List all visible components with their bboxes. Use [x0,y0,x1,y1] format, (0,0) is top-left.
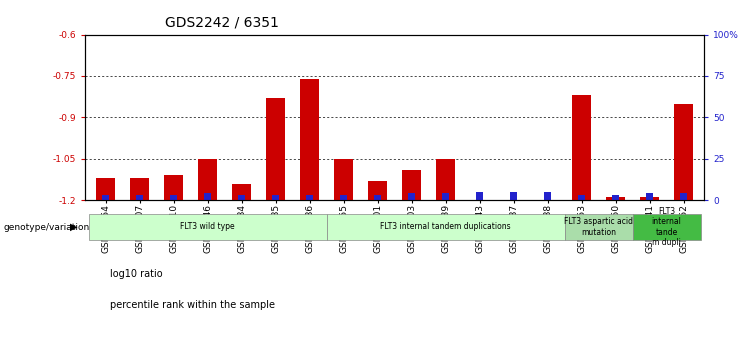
Bar [205,194,211,200]
Text: FLT3 aspartic acid
mutation: FLT3 aspartic acid mutation [564,217,633,237]
Text: ▶: ▶ [70,222,78,232]
Bar [640,197,659,200]
Bar [442,194,449,200]
Bar [572,95,591,200]
Text: FLT3 wild type: FLT3 wild type [180,222,235,231]
Bar [674,104,693,200]
Bar [565,214,633,240]
Text: FLT3 internal tandem duplications: FLT3 internal tandem duplications [380,222,511,231]
Bar [300,79,319,200]
Bar [266,98,285,200]
Bar [334,159,353,200]
Bar [239,195,245,200]
Bar [327,214,565,240]
Bar [136,195,143,200]
Bar [306,195,313,200]
Text: percentile rank within the sample: percentile rank within the sample [110,300,275,309]
Bar [368,181,387,200]
Bar [402,170,421,200]
Bar [511,192,516,200]
Text: log10 ratio: log10 ratio [110,269,162,278]
Text: GDS2242 / 6351: GDS2242 / 6351 [165,16,279,30]
Bar [165,175,183,200]
Bar [374,195,381,200]
Bar [436,159,455,200]
Text: FLT3
internal
tande
m dupli: FLT3 internal tande m dupli [651,207,682,247]
Bar [646,194,653,200]
Bar [89,214,327,240]
Bar [170,195,177,200]
Bar [102,195,109,200]
Bar [476,192,483,200]
Bar [232,184,251,200]
Bar [130,178,149,200]
Bar [633,214,700,240]
Bar [199,159,217,200]
Bar [96,178,115,200]
Bar [545,192,551,200]
Bar [340,195,347,200]
Bar [273,195,279,200]
Bar [606,197,625,200]
Bar [408,194,415,200]
Bar [612,195,619,200]
Bar [578,195,585,200]
Bar [680,194,687,200]
Text: genotype/variation: genotype/variation [4,223,90,231]
